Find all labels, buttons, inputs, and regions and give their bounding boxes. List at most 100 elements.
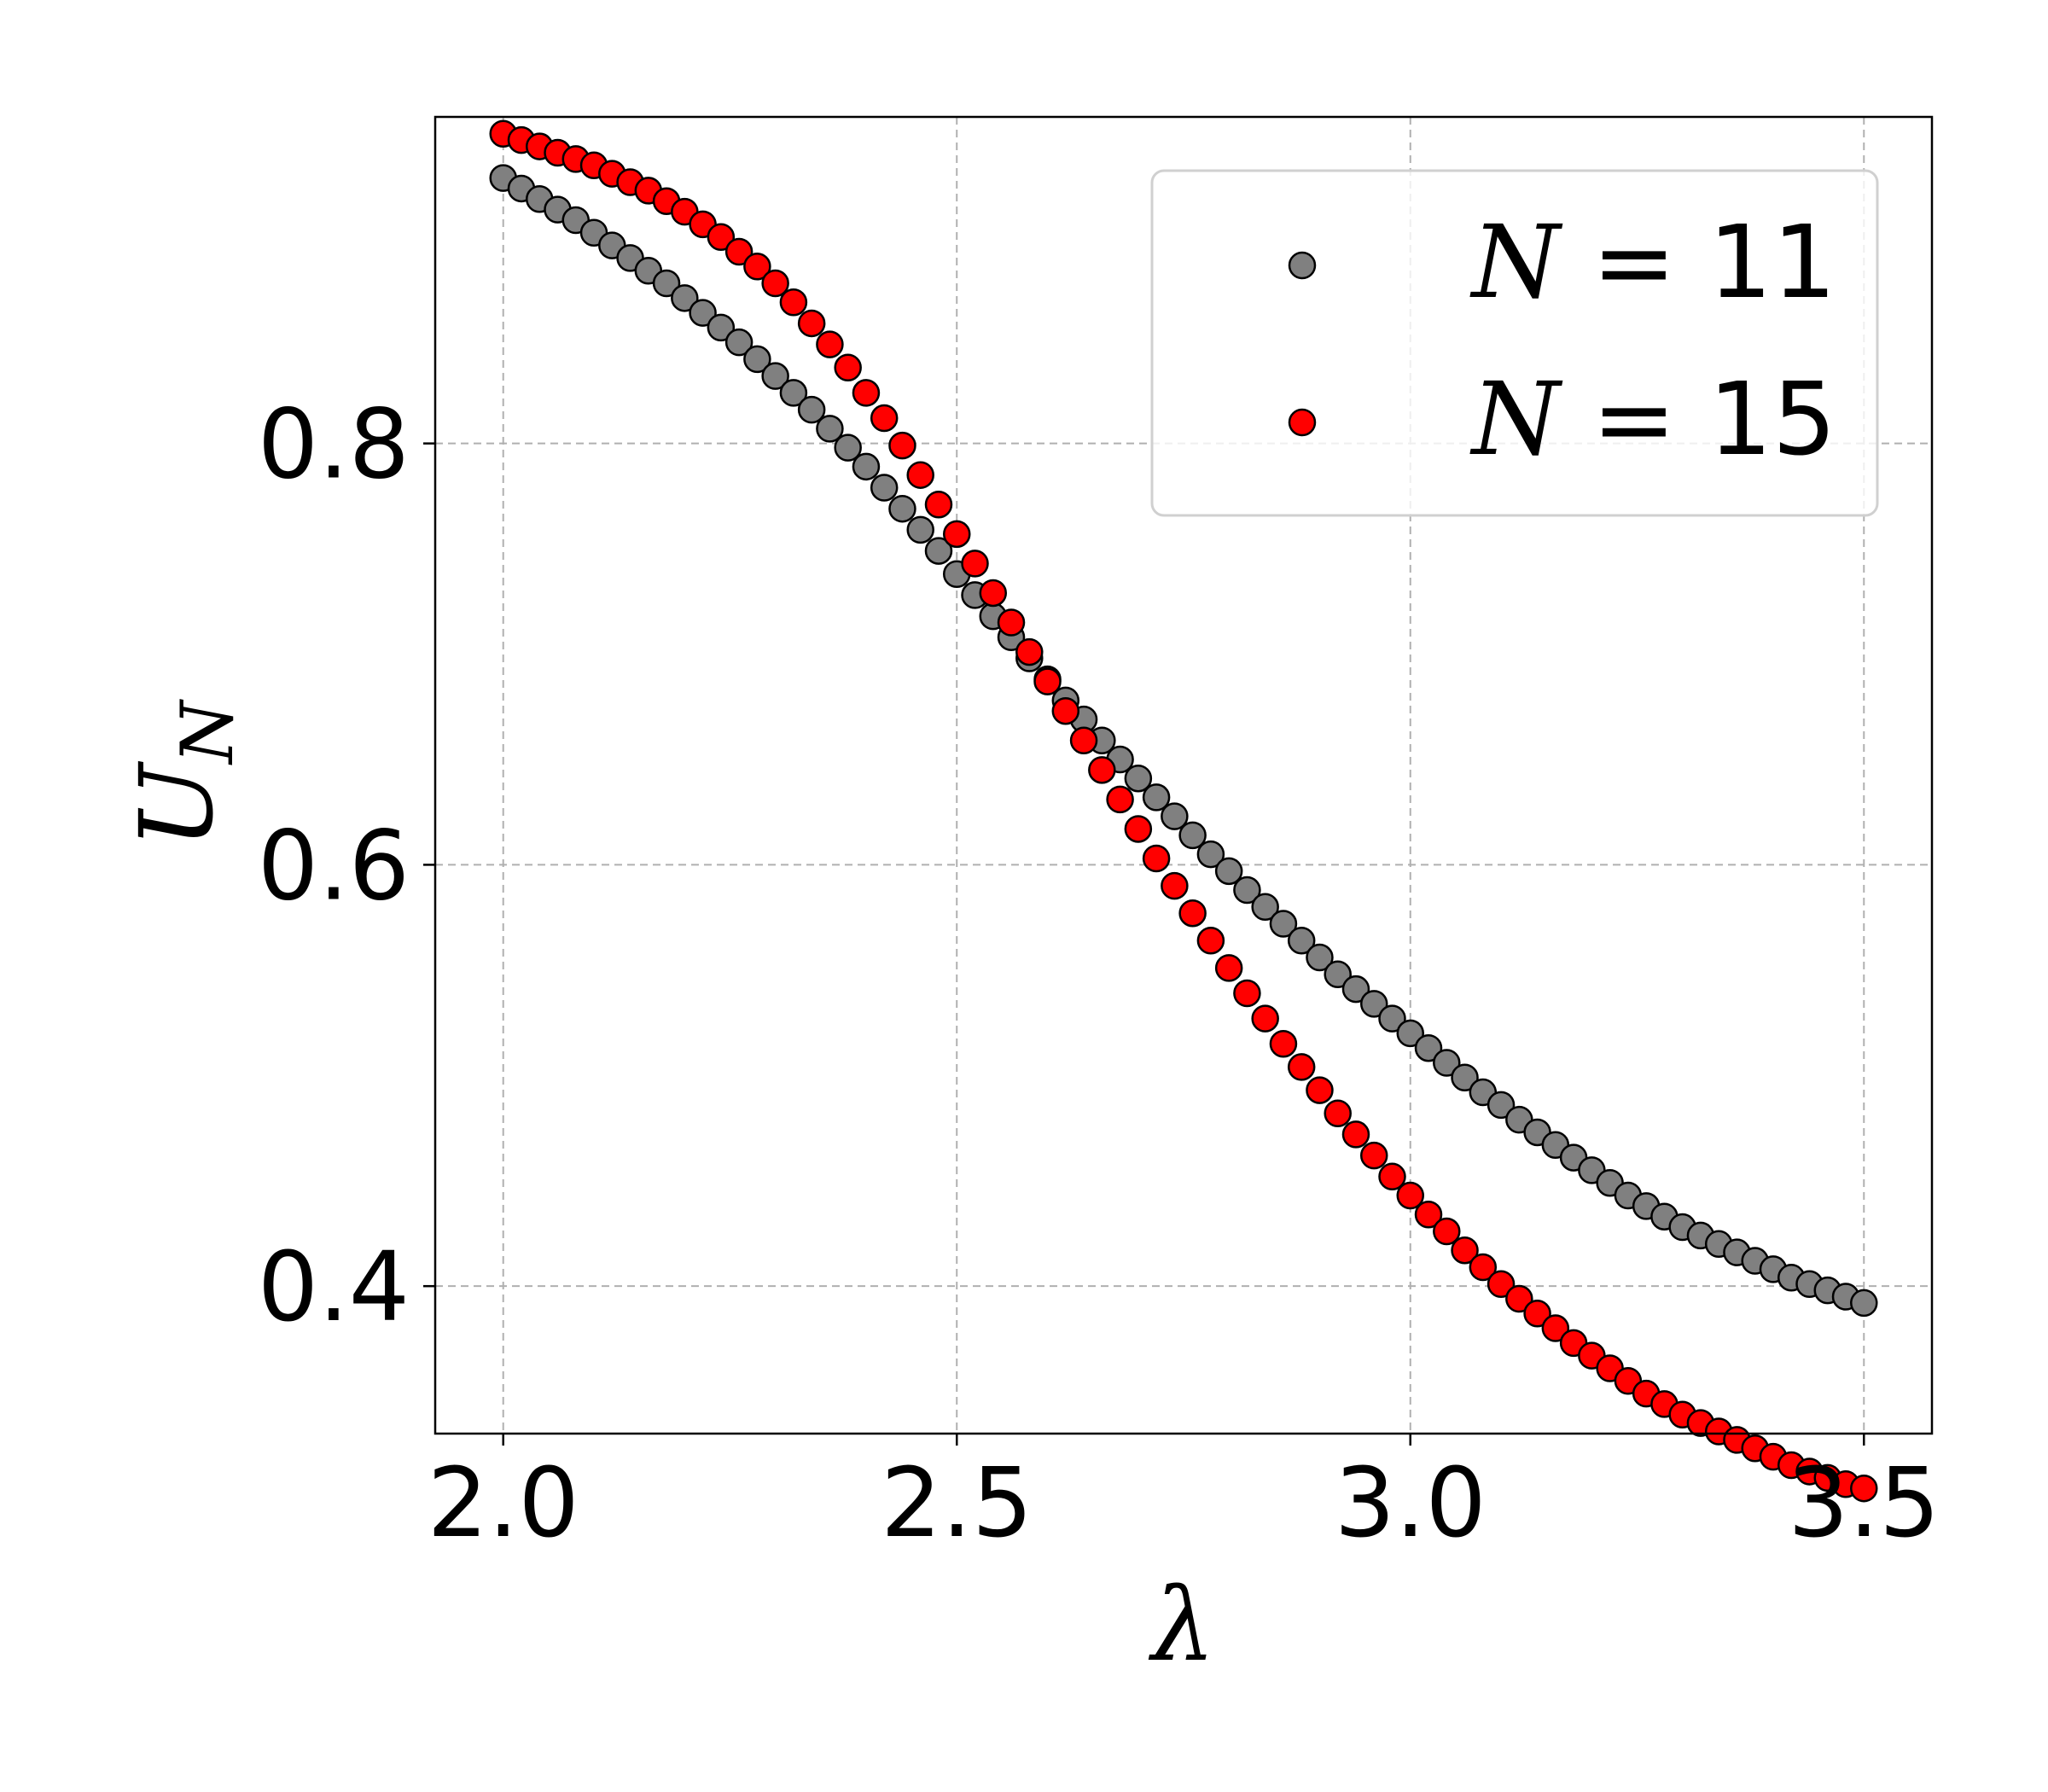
data-point <box>1287 927 1316 955</box>
data-point <box>1142 783 1171 812</box>
data-point <box>779 379 808 407</box>
data-point <box>1451 1236 1479 1265</box>
data-point <box>1269 910 1298 938</box>
data-point <box>671 284 699 312</box>
x-tick-label: 2.5 <box>881 1448 1033 1559</box>
data-point <box>1850 1474 1878 1503</box>
data-point <box>1069 726 1098 755</box>
data-point <box>743 253 771 281</box>
data-point <box>1396 1019 1425 1048</box>
data-point <box>1196 840 1225 869</box>
data-point <box>1287 1053 1316 1081</box>
data-point <box>888 431 916 460</box>
legend-marker-n15 <box>1288 408 1317 437</box>
data-point <box>906 515 934 544</box>
data-point <box>870 474 899 502</box>
data-point <box>1505 1284 1533 1313</box>
legend: N = 11 N = 15 <box>1150 169 1879 517</box>
legend-label-n15: N = 15 <box>1469 360 1836 478</box>
data-point <box>852 379 881 407</box>
data-point <box>924 537 953 565</box>
data-point <box>761 269 789 298</box>
data-point <box>1378 1004 1406 1033</box>
data-points <box>489 119 1878 1503</box>
data-point <box>1306 943 1334 972</box>
data-point <box>1088 756 1116 784</box>
data-point <box>1033 667 1062 695</box>
data-point <box>724 237 753 266</box>
data-point <box>761 362 789 390</box>
data-point <box>852 452 881 481</box>
data-point <box>707 313 736 342</box>
y-tick-label: 0.4 <box>258 1232 410 1343</box>
data-point <box>1051 696 1080 725</box>
data-point <box>1196 927 1225 955</box>
data-point <box>1523 1300 1551 1328</box>
data-point <box>724 328 753 357</box>
data-point <box>1396 1181 1425 1210</box>
data-point <box>1541 1314 1570 1342</box>
y-tick-label: 0.8 <box>258 390 410 501</box>
data-point <box>1341 1120 1370 1149</box>
series-1 <box>489 119 1878 1503</box>
data-point <box>1433 1217 1461 1246</box>
data-point <box>1214 954 1243 982</box>
data-point <box>1359 1141 1388 1170</box>
data-point <box>689 299 717 327</box>
data-point <box>1015 637 1044 666</box>
data-point <box>1341 975 1370 1004</box>
plot-frame <box>433 115 1934 1435</box>
data-point <box>816 415 844 443</box>
data-point <box>779 288 808 317</box>
axis-ticks: 2.0 2.5 3.0 3.5 0.4 0.6 0.8 <box>258 390 1940 1559</box>
data-point <box>1124 815 1153 843</box>
data-point <box>707 223 736 251</box>
x-tick-label: 2.0 <box>428 1448 579 1559</box>
data-point <box>834 353 862 382</box>
data-point <box>1269 1030 1298 1058</box>
data-point <box>797 309 826 338</box>
data-point <box>961 550 989 578</box>
data-point <box>1359 990 1388 1018</box>
data-point <box>1850 1289 1878 1318</box>
data-point <box>1378 1162 1406 1191</box>
data-point <box>816 330 844 358</box>
y-tick-label: 0.6 <box>258 811 410 922</box>
data-point <box>797 395 826 424</box>
data-point <box>1251 1004 1279 1033</box>
data-point <box>1251 893 1279 922</box>
data-point <box>888 494 916 523</box>
x-axis-label: λ <box>1149 1566 1216 1684</box>
y-axis-label-main: U <box>118 760 236 848</box>
data-point <box>1233 876 1261 905</box>
data-point <box>1433 1049 1461 1077</box>
x-tick-label: 3.0 <box>1335 1448 1487 1559</box>
data-point <box>906 461 934 489</box>
data-point <box>1487 1091 1516 1120</box>
data-point <box>1451 1063 1479 1092</box>
legend-marker-n11 <box>1288 251 1317 280</box>
data-point <box>1124 764 1153 793</box>
legend-box <box>1150 169 1879 517</box>
data-point <box>652 269 681 298</box>
data-point <box>1161 871 1189 900</box>
data-point <box>979 579 1008 608</box>
y-axis-label-subscript: N <box>166 699 249 765</box>
x-tick-label: 3.5 <box>1788 1448 1940 1559</box>
data-point <box>870 404 899 433</box>
data-point <box>1233 979 1261 1008</box>
data-point <box>1214 857 1243 886</box>
data-point <box>1106 785 1134 814</box>
data-point <box>924 491 953 519</box>
y-axis-label: UN <box>118 699 249 848</box>
data-point <box>1469 1253 1498 1282</box>
data-point <box>1178 821 1207 850</box>
data-point <box>1414 1033 1443 1062</box>
data-point <box>1178 899 1207 928</box>
data-point <box>997 608 1026 637</box>
data-point <box>1324 960 1352 989</box>
data-point <box>1306 1076 1334 1104</box>
legend-label-n11: N = 11 <box>1469 203 1836 321</box>
data-point <box>834 433 862 462</box>
